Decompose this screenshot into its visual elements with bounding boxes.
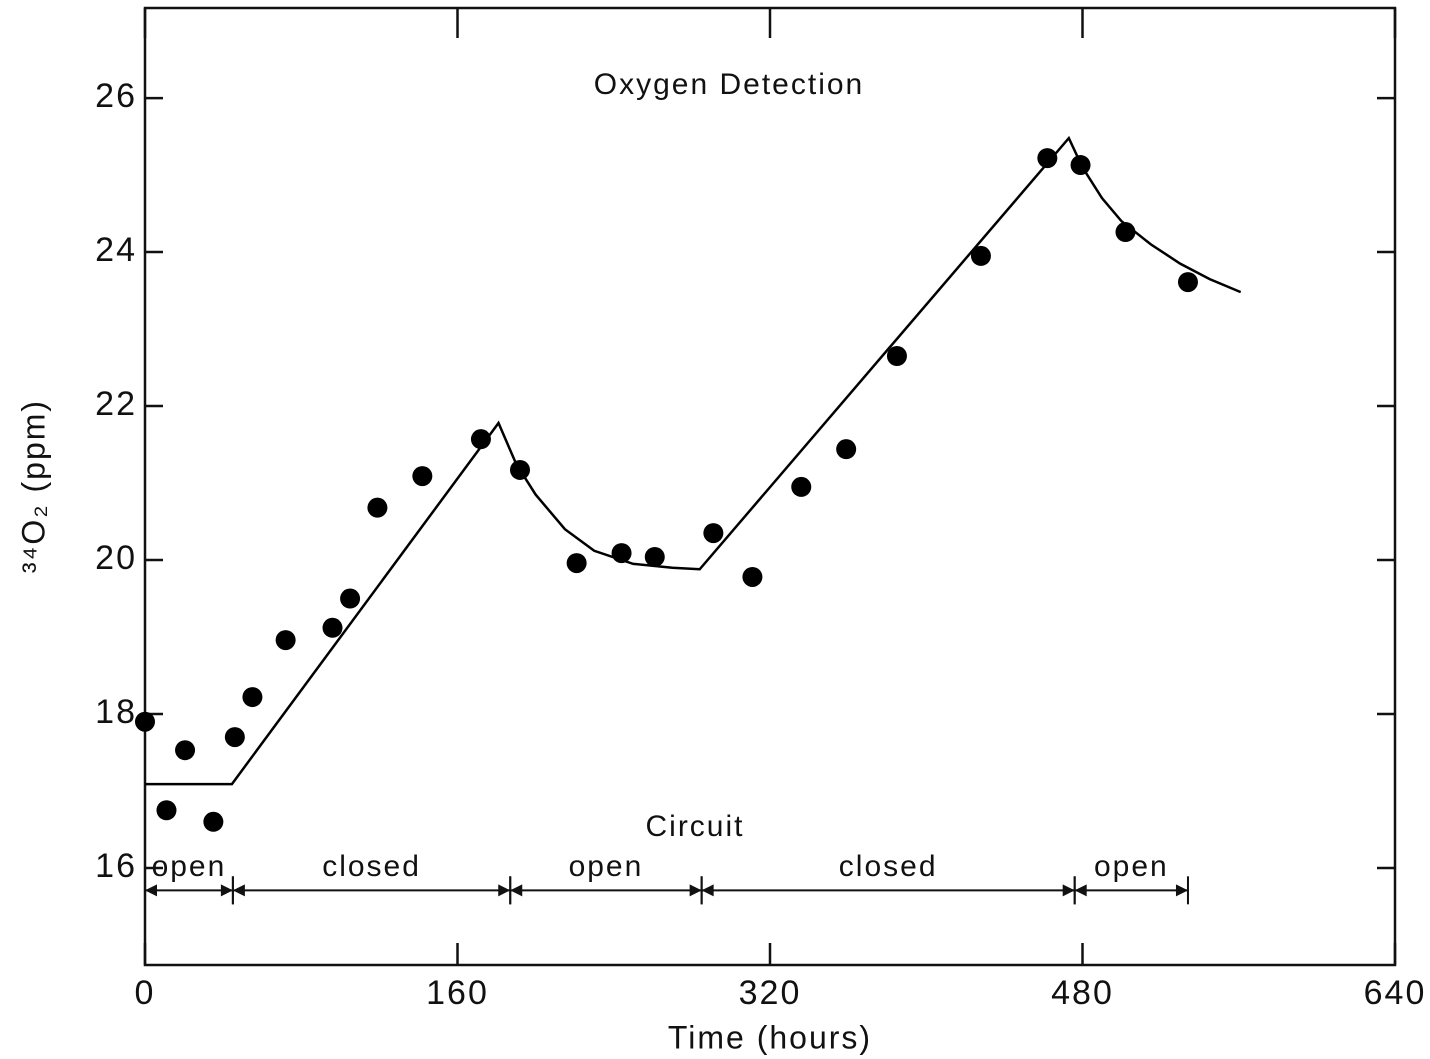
data-point [644,546,665,567]
arrowhead [1074,884,1188,897]
circuit-label: open [1094,850,1169,883]
circuit-label: open [569,850,644,883]
x-tick-label: 0 [135,974,156,1012]
y-tick-label: 16 [95,847,137,885]
data-point [367,497,388,518]
data-point [203,811,224,832]
y-tick-label: 26 [95,77,137,115]
data-point [703,523,724,544]
x-tick-label: 640 [1364,974,1427,1012]
data-point [836,439,857,460]
x-axis-label: Time (hours) [668,1019,872,1055]
annotation-title: Circuit [645,810,744,843]
y-axis-label: ³⁴O₂ (ppm) [15,399,51,573]
y-tick-label: 20 [95,539,137,577]
circuit-label: open [152,850,227,883]
data-point [791,476,812,497]
data-point [886,346,907,366]
circuit-label: closed [322,850,421,883]
data-point [275,630,296,651]
data-point [135,711,155,732]
data-point [970,245,991,266]
data-point [470,429,491,450]
data-point [742,566,763,587]
data-point [1177,272,1198,293]
y-tick-label: 22 [95,385,137,423]
data-point [1037,148,1058,169]
data-point [156,800,177,821]
data-point [242,687,263,708]
data-point [340,588,361,609]
circuit-label: closed [839,850,938,883]
y-tick-label: 24 [95,231,137,269]
fit-line [145,135,1242,786]
x-tick-label: 480 [1051,974,1114,1012]
data-point [175,740,196,761]
x-tick-label: 160 [426,974,489,1012]
y-tick-label: 18 [95,693,137,731]
x-tick-label: 320 [739,974,802,1012]
data-point [224,727,245,748]
data-point [322,617,343,638]
data-point [566,553,587,574]
chart-title: Oxygen Detection [594,68,864,101]
data-point [412,466,433,487]
